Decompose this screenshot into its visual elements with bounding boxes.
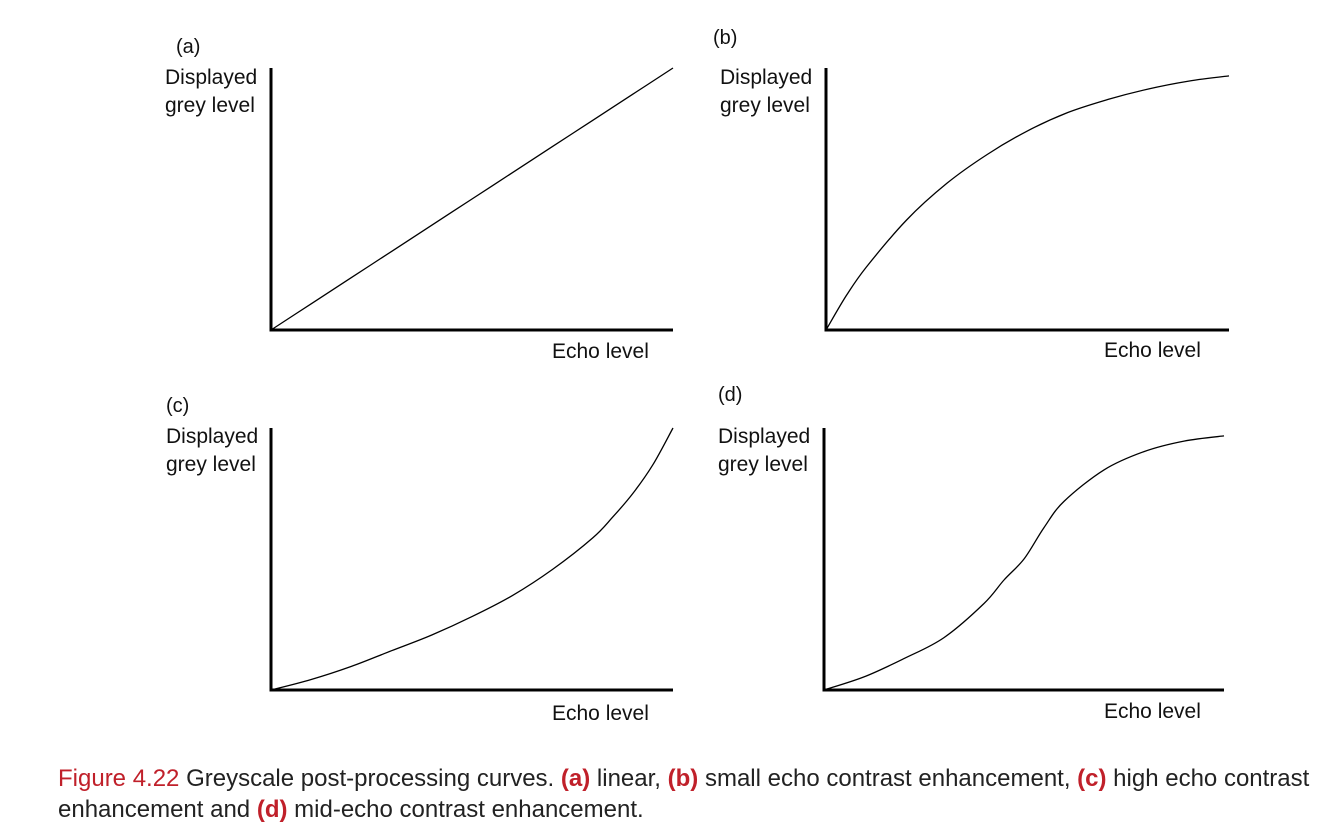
curve-a	[270, 67, 674, 331]
figure-caption: Figure 4.22 Greyscale post-processing cu…	[58, 763, 1318, 825]
caption-key-c: (c)	[1077, 765, 1107, 792]
y-axis-label-b: Displayed grey level	[720, 64, 812, 120]
panel-label-c: (c)	[166, 395, 190, 417]
y-axis-label-c-line2: grey level	[166, 453, 256, 476]
y-axis-label-b-line2: grey level	[720, 94, 810, 117]
caption-part-a: linear,	[590, 765, 661, 792]
caption-key-b: (b)	[667, 765, 699, 792]
caption-key-a: (a)	[560, 765, 591, 792]
x-axis-label-c: Echo level	[552, 702, 649, 725]
curve-b	[825, 75, 1230, 331]
y-axis-label-c: Displayed grey level	[166, 423, 258, 479]
panel-label-a: (a)	[176, 36, 201, 58]
x-axis-label-d: Echo level	[1104, 700, 1201, 723]
y-axis-label-d-line1: Displayed	[718, 425, 811, 448]
panel-label-d: (d)	[718, 384, 743, 406]
figure-number: Figure 4.22	[58, 765, 180, 792]
x-axis-label-a: Echo level	[552, 340, 649, 363]
caption-part-b: small echo contrast enhancement,	[698, 765, 1071, 792]
y-axis-label-a: Displayed grey level	[165, 64, 257, 120]
x-axis-label-b: Echo level	[1104, 339, 1201, 362]
y-axis-label-d: Displayed grey level	[718, 423, 810, 479]
y-axis-label-d-line2: grey level	[718, 453, 808, 476]
plots-canvas	[269, 67, 1230, 692]
y-axis-label-b-line1: Displayed	[720, 66, 813, 89]
caption-part-d: mid-echo contrast enhancement.	[287, 796, 644, 823]
curve-c	[270, 427, 674, 691]
caption-part-c: high echo contrast enhancement and	[58, 765, 1310, 823]
curve-d	[823, 435, 1225, 691]
caption-key-d: (d)	[256, 796, 288, 823]
y-axis-label-a-line2: grey level	[165, 94, 255, 117]
y-axis-label-c-line1: Displayed	[166, 425, 259, 448]
y-axis-label-a-line1: Displayed	[165, 66, 258, 89]
caption-text: Greyscale post-processing curves.	[186, 765, 555, 792]
panel-label-b: (b)	[713, 27, 738, 49]
